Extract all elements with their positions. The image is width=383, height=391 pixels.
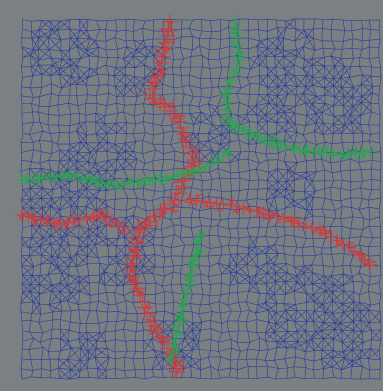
mesh-dense-lines (20, 18, 382, 380)
red-path (15, 14, 377, 381)
green-path (16, 15, 378, 365)
mesh-dense-patches (20, 18, 382, 380)
red-path-right (183, 193, 377, 272)
red-path-left (15, 207, 131, 235)
green-path-upper-right (218, 15, 378, 162)
red-path-upper (122, 14, 203, 381)
green-path-left (16, 147, 236, 191)
green-path-lower (165, 229, 206, 365)
